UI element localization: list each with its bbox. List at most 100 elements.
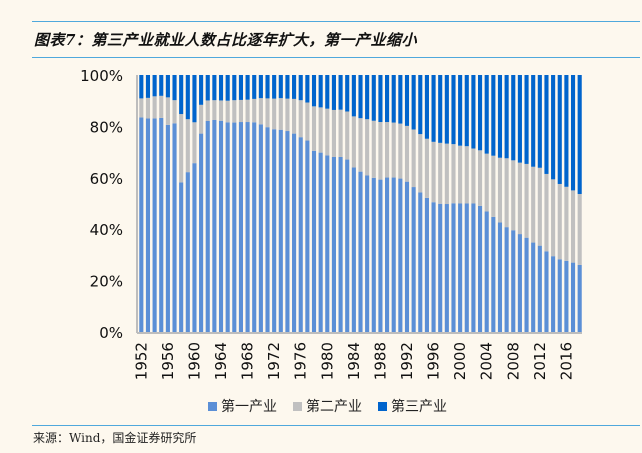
x-tick-label: 2016 [557,342,575,380]
bar-segment-primary-1983 [345,159,350,332]
bar-segment-tertiary-1954 [152,75,157,97]
bar-segment-primary-1954 [152,118,157,333]
bar-segment-secondary-2007 [504,158,509,228]
chart-title: 图表7：第三产业就业人数占比逐年扩大，第一产业缩小 [34,31,417,49]
bar-segment-secondary-1965 [225,100,230,123]
bar-segment-primary-1952 [139,117,144,332]
x-tick-label: 1980 [318,342,336,380]
source-note: 来源：Wind，国金证券研究所 [33,431,197,445]
bar-segment-tertiary-1982 [338,75,343,110]
bar-segment-tertiary-1985 [358,75,363,119]
legend-swatch-tertiary [378,401,387,411]
bar-segment-tertiary-2005 [491,75,496,156]
bar-segment-tertiary-1996 [431,75,436,142]
bar-segment-primary-1979 [318,152,323,332]
bar-segment-secondary-1966 [232,100,237,123]
bar-segment-primary-2014 [551,256,556,332]
bar-segment-tertiary-1988 [378,75,383,123]
bar-segment-tertiary-1970 [258,75,263,99]
bar-segment-primary-1993 [411,187,416,332]
x-tick-label: 1984 [345,342,363,380]
bar-segment-tertiary-1987 [371,75,376,121]
bar-segment-tertiary-2004 [484,75,489,154]
bar-segment-primary-1981 [331,156,336,332]
legend-item-secondary: 第二产业 [293,396,362,416]
bar-segment-tertiary-1974 [285,75,290,99]
bar-segment-primary-2005 [491,216,496,332]
x-tick-label: 1996 [425,342,443,380]
bar-segment-tertiary-2012 [537,75,542,168]
bar-segment-secondary-2009 [517,162,522,235]
top-rule [32,21,640,22]
bar-segment-tertiary-1991 [398,75,403,124]
bar-segment-primary-1953 [145,118,151,333]
x-axis: 1952 1956 1960 1964 1968 1972 1976 1980 1984 1988… [132,342,575,380]
bar-segment-primary-2003 [477,205,483,332]
bar-segment-secondary-2016 [564,186,569,261]
bar-segment-tertiary-1992 [404,75,410,126]
bar-segment-primary-1971 [265,127,270,332]
bar-segment-primary-1991 [398,178,403,332]
bar-segment-secondary-1987 [371,120,376,178]
bar-segment-tertiary-1980 [325,75,330,109]
bar-segment-tertiary-1968 [245,75,250,100]
bar-segment-secondary-1953 [145,97,151,119]
bar-segment-primary-1965 [225,122,230,332]
x-tick-label: 1992 [398,342,416,380]
bar-segment-tertiary-1979 [318,75,323,108]
bar-segment-secondary-1991 [398,123,403,179]
bar-segment-secondary-1955 [159,95,164,118]
x-tick-label: 1988 [371,342,389,380]
bar-segment-primary-1994 [418,192,423,332]
bar-segment-primary-2013 [544,251,549,332]
bar-segment-tertiary-1986 [365,75,370,120]
bar-segment-primary-1960 [192,163,197,332]
bar-segment-primary-1988 [378,179,383,332]
bar-segment-tertiary-2001 [464,75,469,147]
bar-segment-secondary-1958 [179,114,184,183]
y-tick-label: 60% [90,170,123,188]
bar-segment-tertiary-1973 [278,75,283,99]
bar-segment-secondary-1974 [285,98,290,132]
bar-segment-primary-1987 [371,177,376,332]
x-tick-label: 1976 [292,342,310,380]
bar-segment-primary-2017 [570,262,576,332]
bar-segment-tertiary-1977 [305,75,310,103]
bar-segment-secondary-1954 [152,96,157,119]
bar-segment-primary-1996 [431,202,436,332]
bar-segment-primary-2006 [497,222,503,332]
bar-segment-secondary-2012 [537,167,542,246]
bar-segment-tertiary-1962 [205,75,210,101]
bar-segment-primary-1985 [358,171,363,332]
bar-segment-secondary-1982 [338,109,343,157]
legend-swatch-primary [208,401,217,411]
bar-segment-secondary-2010 [524,163,529,238]
bar-segment-primary-1992 [404,181,410,332]
bar-segment-secondary-1979 [318,107,323,153]
bar-segment-tertiary-1990 [391,75,396,123]
bar-segment-secondary-2004 [484,153,489,212]
bar-segment-secondary-1992 [404,125,410,182]
bar-segment-tertiary-1975 [292,75,297,99]
x-tick-label: 1960 [185,342,203,380]
bar-segment-primary-1999 [451,203,456,332]
bar-segment-primary-1990 [391,177,396,332]
bar-segment-secondary-1989 [385,122,390,178]
bar-segment-secondary-1986 [365,119,370,176]
bar-segment-secondary-2000 [458,145,463,204]
legend-label-tertiary: 第三产业 [391,399,447,415]
bar-segment-secondary-1975 [292,98,297,134]
bar-segment-primary-2011 [531,242,536,332]
bar-segment-secondary-1972 [272,98,277,130]
bar-segment-primary-1959 [185,172,190,332]
bar-segment-tertiary-1969 [252,75,257,99]
bar-segment-tertiary-1998 [444,75,449,144]
bar-segment-tertiary-1955 [159,75,164,96]
bar-segment-primary-2018 [577,264,582,332]
bar-segment-secondary-1969 [252,98,257,123]
bar-segment-primary-1984 [351,167,356,332]
y-tick-label: 80% [90,118,123,136]
bar-segment-primary-1974 [285,131,290,332]
bar-segment-tertiary-2015 [557,75,562,184]
